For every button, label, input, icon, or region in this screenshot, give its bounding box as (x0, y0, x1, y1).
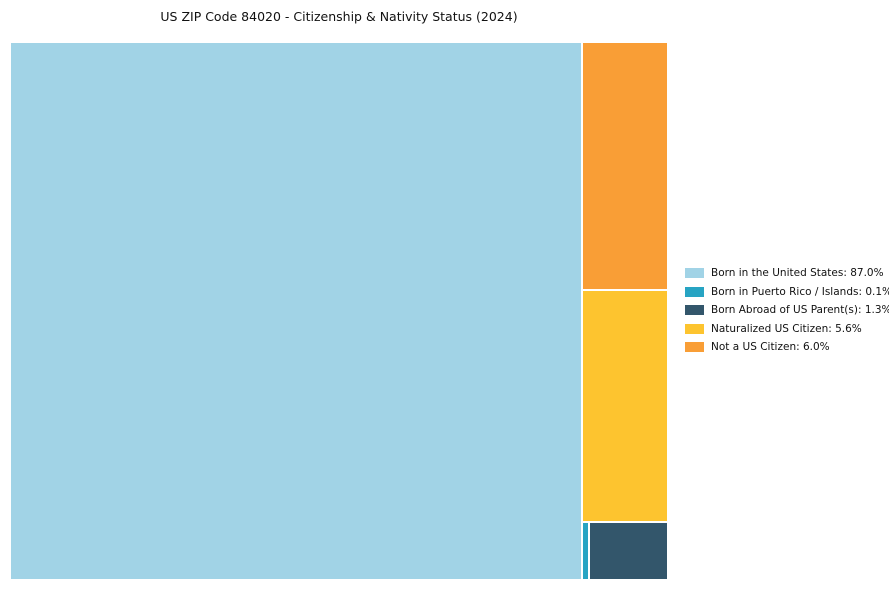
legend-item: Born Abroad of US Parent(s): 1.3% (685, 301, 889, 320)
legend-swatch-born-puerto-rico (685, 286, 704, 297)
treemap-block-born-abroad (588, 522, 668, 580)
legend-label: Born in the United States: 87.0% (711, 267, 884, 279)
legend-item: Born in the United States: 87.0% (685, 264, 889, 283)
legend-label: Born Abroad of US Parent(s): 1.3% (711, 304, 889, 316)
chart-title: US ZIP Code 84020 - Citizenship & Nativi… (160, 9, 518, 24)
treemap-block-born-in-us (10, 42, 583, 580)
legend-label: Not a US Citizen: 6.0% (711, 341, 830, 353)
legend-item: Naturalized US Citizen: 5.6% (685, 320, 889, 339)
treemap-block-born-puerto-rico (582, 522, 589, 580)
legend: Born in the United States: 87.0% Born in… (685, 264, 889, 357)
legend-swatch-not-citizen (685, 342, 704, 353)
legend-label: Born in Puerto Rico / Islands: 0.1% (711, 285, 889, 298)
treemap-chart (10, 42, 668, 580)
legend-item: Born in Puerto Rico / Islands: 0.1% (685, 283, 889, 302)
legend-swatch-born-abroad (685, 305, 704, 316)
treemap-block-naturalized (582, 290, 668, 523)
treemap-block-not-citizen (582, 42, 668, 291)
legend-item: Not a US Citizen: 6.0% (685, 338, 889, 357)
legend-swatch-naturalized (685, 323, 704, 334)
legend-swatch-born-in-us (685, 268, 704, 279)
legend-label: Naturalized US Citizen: 5.6% (711, 322, 862, 335)
